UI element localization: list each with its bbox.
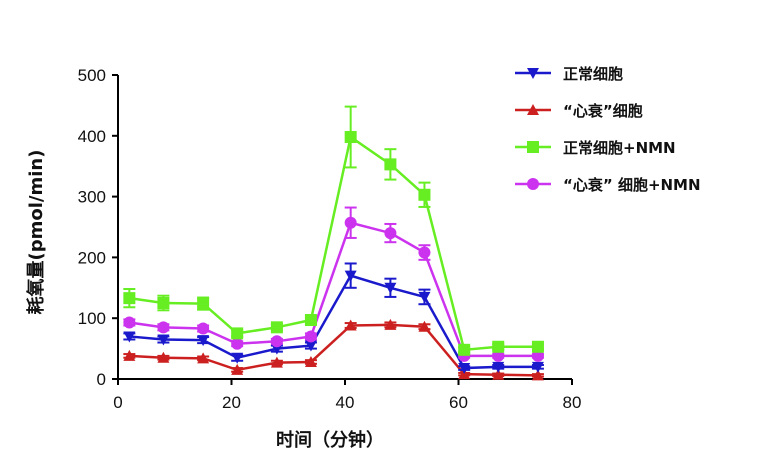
x-axis-title: 时间（分钟） [276,429,384,451]
series-line [129,134,538,352]
data-point [531,361,544,373]
series-line [129,221,538,358]
data-point [123,292,136,305]
series-1 [123,262,544,375]
data-point [384,227,397,240]
data-point [344,270,357,282]
data-point [344,216,357,229]
data-point [418,246,431,259]
data-point [418,320,431,332]
data-point [123,331,136,343]
legend-label: “心衰” 细胞+NMN [563,176,701,194]
data-point [157,351,170,363]
data-point [344,319,357,331]
data-point [344,131,357,144]
legend-item: 正常细胞+NMN [515,139,676,157]
x-tick-label: 20 [222,393,241,412]
data-point [157,321,170,334]
data-point [304,314,317,327]
data-point [492,349,505,362]
data-point [304,355,317,367]
data-point [458,343,471,356]
data-point [270,356,283,368]
series-3 [123,105,544,356]
data-point [492,361,505,373]
data-point [157,297,170,309]
data-point [197,335,210,347]
data-point [304,340,317,352]
y-tick-label: 100 [78,309,106,328]
y-tick-label: 500 [78,66,106,85]
series-layer [123,105,544,381]
legend-label: 正常细胞 [563,65,623,83]
legend-marker [527,104,539,115]
y-tick-label: 200 [78,248,106,267]
data-point [157,334,170,346]
x-tick-label: 60 [449,393,468,412]
series-2 [123,318,544,381]
data-point [231,363,244,375]
y-tick-label: 0 [97,370,106,389]
y-tick-label: 400 [78,127,106,146]
data-point [270,321,283,334]
y-tick-label: 300 [78,188,106,207]
y-axis-title: 耗氧量(pmol/min) [25,150,47,315]
data-point [492,368,505,380]
series-4 [123,206,544,362]
legend-item: “心衰”细胞 [515,102,643,120]
data-point [492,340,505,353]
data-point [531,369,544,381]
data-point [231,352,244,364]
data-point [384,158,397,171]
data-point [531,340,544,353]
data-point [231,327,244,340]
data-point [531,349,544,362]
axes: 0 20 40 60 80 0 100 200 300 400 500 [78,66,582,412]
data-point [123,349,136,361]
legend-label: 正常细胞+NMN [563,139,676,157]
data-point [418,291,431,303]
legend-marker [527,178,539,190]
x-tick-label: 40 [336,393,355,412]
data-point [197,322,210,335]
data-point [197,352,210,364]
series-line [129,323,538,377]
data-point [304,330,317,343]
data-point [418,188,431,201]
x-tick-label: 80 [563,393,582,412]
legend-marker [527,141,539,153]
series-line [129,274,538,370]
legend-label: “心衰”细胞 [563,102,643,120]
data-point [270,335,283,348]
legend-item: 正常细胞 [515,65,623,83]
data-point [384,282,397,294]
legend-item: “心衰” 细胞+NMN [515,176,701,194]
x-tick-label: 0 [113,393,122,412]
data-point [231,337,244,350]
legend-marker [527,68,539,79]
data-point [123,316,136,329]
data-point [197,297,210,310]
data-point [384,318,397,330]
data-point [458,363,471,375]
